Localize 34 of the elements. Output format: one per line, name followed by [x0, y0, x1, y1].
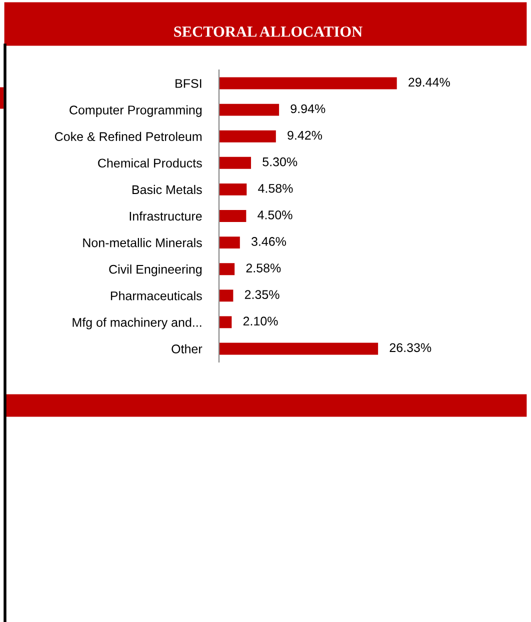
y-tick-label: Coke & Refined Petroleum [54, 132, 202, 142]
data-label: 2.58% [246, 264, 281, 272]
y-tick-label: BFSI [176, 79, 202, 88]
y-tick-label: Pharmaceuticals [110, 291, 202, 300]
bar [219, 263, 235, 276]
data-label: 2.35% [244, 290, 280, 299]
y-tick-label: Other [172, 344, 202, 354]
data-label: 3.46% [251, 237, 286, 246]
y-tick-label: Infrastructure [130, 211, 202, 221]
data-label: 2.10% [243, 316, 278, 326]
data-label: 9.42% [288, 130, 322, 140]
bar [219, 156, 252, 169]
data-label: 4.58% [258, 184, 293, 193]
bar [219, 77, 397, 90]
bar [219, 104, 280, 116]
data-label: 9.94% [290, 104, 326, 114]
data-label: 29.44% [408, 78, 450, 87]
data-label: 4.50% [258, 210, 292, 220]
bar [219, 130, 276, 142]
y-tick-label: Basic Metals [132, 184, 202, 194]
y-tick-label: Civil Engineering [109, 264, 202, 276]
y-tick-label: Non-metallic Minerals [83, 238, 202, 248]
y-tick-label: Computer Programming [70, 105, 202, 117]
chart-title: SECTORAL ALLOCATION [174, 26, 362, 37]
data-label: 5.30% [262, 157, 298, 166]
y-tick-label: Mfg of machinery and... [72, 318, 202, 330]
bar [219, 316, 232, 328]
data-label: 26.33% [390, 343, 432, 352]
bar [219, 183, 247, 196]
bar [219, 210, 246, 222]
bar [219, 236, 240, 249]
bar [219, 342, 378, 355]
y-tick-label: Chemical Products [98, 158, 202, 168]
bar [219, 290, 234, 302]
